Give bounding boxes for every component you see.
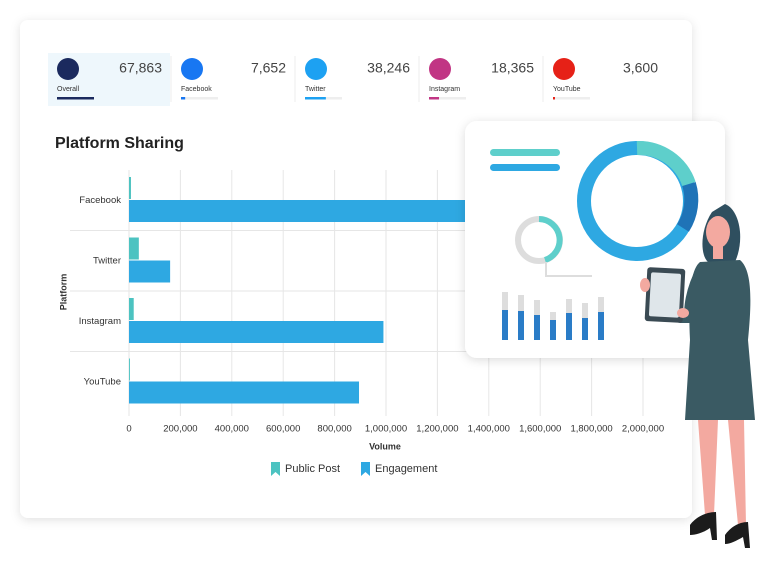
stat-track [181, 97, 218, 100]
deco [490, 149, 560, 156]
bar [129, 177, 131, 199]
bar [129, 358, 130, 381]
stat-bar [181, 97, 186, 100]
chart-title: Platform Sharing [55, 135, 184, 152]
deco-bars [502, 292, 604, 340]
x-tick-label: 800,000 [317, 424, 351, 435]
y-tick-label: Twitter [93, 255, 121, 266]
deco [545, 262, 592, 277]
x-tick-label: 1,400,000 [468, 424, 510, 435]
stat-value: 7,652 [251, 60, 286, 76]
legend-swatch [271, 462, 280, 476]
deco [490, 164, 560, 171]
x-tick-label: 1,200,000 [416, 424, 458, 435]
x-tick-label: 1,000,000 [365, 424, 407, 435]
legend-label: Engagement [375, 463, 437, 475]
stat-value: 3,600 [623, 60, 658, 76]
y-tick-label: YouTube [84, 376, 121, 387]
bar [129, 381, 360, 404]
stat-bar [305, 97, 326, 100]
legend-swatch [361, 462, 370, 476]
stat-icon [57, 58, 79, 80]
stat-icon [553, 58, 575, 80]
stat-label: Twitter [305, 86, 326, 93]
bar [129, 321, 384, 343]
stat-label: Instagram [429, 86, 460, 93]
deco [636, 140, 696, 187]
stat-track [429, 97, 466, 100]
x-tick-label: 0 [126, 424, 131, 435]
stat-bar [57, 97, 94, 100]
bar [129, 260, 171, 283]
y-tick-label: Facebook [79, 195, 121, 206]
y-axis-label: Platform [58, 274, 68, 311]
stat-icon [305, 58, 327, 80]
bar [129, 237, 139, 260]
stat-bar [553, 97, 555, 100]
woman [640, 204, 755, 548]
stat-bar [429, 97, 440, 100]
x-axis-label: Volume [369, 441, 401, 451]
x-tick-label: 1,600,000 [519, 424, 561, 435]
x-tick-label: 2,000,000 [622, 424, 664, 435]
stat-track [553, 97, 590, 100]
stat-value: 38,246 [367, 60, 410, 76]
legend-label: Public Post [285, 463, 340, 475]
deco [676, 181, 699, 232]
x-tick-label: 1,800,000 [570, 424, 612, 435]
stat-label: Facebook [181, 86, 212, 93]
y-tick-label: Instagram [79, 316, 121, 327]
x-tick-label: 200,000 [163, 424, 197, 435]
bar [129, 298, 134, 320]
stat-value: 18,365 [491, 60, 534, 76]
x-tick-label: 600,000 [266, 424, 300, 435]
stat-icon [181, 58, 203, 80]
stat-label: YouTube [553, 86, 581, 93]
bar [129, 200, 502, 222]
stat-label: Overall [57, 86, 80, 93]
deco [538, 216, 563, 263]
stat-value: 67,863 [119, 60, 162, 76]
stat-icon [429, 58, 451, 80]
x-tick-label: 400,000 [215, 424, 249, 435]
